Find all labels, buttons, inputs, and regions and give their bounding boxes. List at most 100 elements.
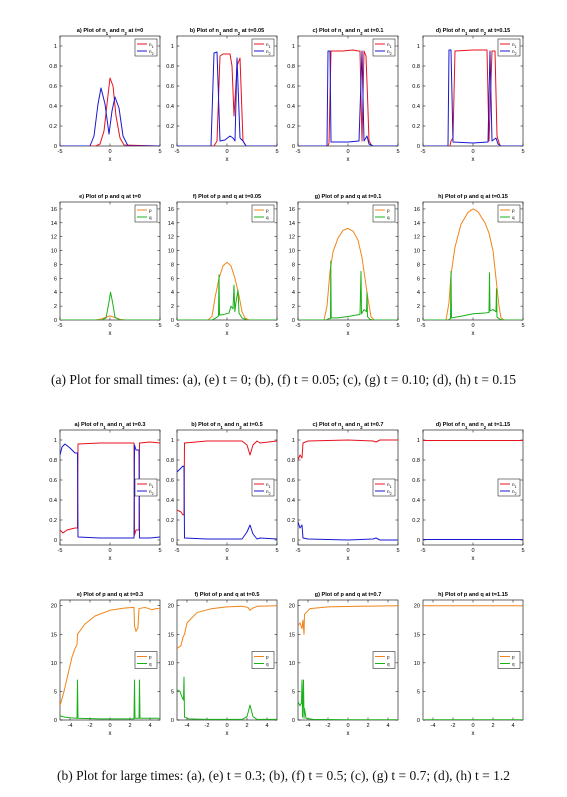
panel-title: a) Plot of n1 and n2 at t=0 — [77, 28, 143, 36]
legend-label-q: q — [512, 215, 515, 220]
y-tick-label: 10 — [414, 661, 420, 667]
y-tick-label: 15 — [289, 632, 295, 638]
y-tick-label: 2 — [54, 304, 57, 310]
legend-label-n1: n1 — [266, 482, 271, 489]
x-tick-label: -5 — [296, 548, 301, 554]
y-tick-label: 0.6 — [287, 478, 295, 484]
y-tick-label: 2 — [417, 304, 420, 310]
y-tick-label: 0 — [54, 718, 57, 724]
y-tick-label: 0 — [171, 718, 174, 724]
legend-label-p: p — [512, 655, 515, 660]
x-tick-label: -5 — [175, 323, 180, 329]
legend: pq — [497, 651, 521, 669]
legend-label-p: p — [266, 208, 269, 213]
x-tick-label: 0 — [471, 723, 474, 729]
x-axis-label: x — [347, 157, 350, 163]
y-tick-label: 0.4 — [287, 498, 295, 504]
panel-title: g) Plot of p and q at t=0.7 — [315, 592, 382, 598]
y-tick-label: 0.8 — [287, 64, 295, 70]
x-tick-label: 0 — [471, 548, 474, 554]
y-tick-label: 0.4 — [49, 498, 57, 504]
x-tick-label: 5 — [275, 149, 278, 155]
panel-title: h) Plot of p and q at t=0.15 — [438, 194, 508, 200]
y-tick-label: 14 — [289, 221, 295, 227]
y-tick-label: 1 — [171, 44, 174, 50]
legend-label-n1: n1 — [512, 482, 517, 489]
x-tick-label: 0 — [225, 723, 228, 729]
legend-label-p: p — [512, 208, 515, 213]
y-tick-label: 0.4 — [412, 104, 420, 110]
legend-label-n1: n1 — [266, 42, 271, 49]
y-tick-label: 6 — [417, 276, 420, 282]
y-tick-label: 0.6 — [49, 478, 57, 484]
x-axis-label: x — [109, 556, 112, 562]
x-tick-label: 0 — [108, 149, 111, 155]
caption-large-times: (b) Plot for large times: (a), (e) t = 0… — [56, 768, 511, 783]
x-tick-label: 5 — [521, 149, 524, 155]
y-tick-label: 0.2 — [412, 518, 420, 524]
x-tick-label: 5 — [396, 149, 399, 155]
series-line-q — [177, 274, 277, 320]
legend-label-n2: n2 — [387, 489, 392, 496]
series-line-n2 — [60, 87, 160, 146]
x-axis-label: x — [226, 731, 229, 737]
x-tick-label: 4 — [265, 723, 268, 729]
y-tick-label: 0 — [417, 538, 420, 544]
x-axis-label: x — [472, 556, 475, 562]
legend-label-q: q — [387, 662, 390, 667]
y-tick-label: 0.2 — [287, 124, 295, 130]
series-line-n1 — [177, 440, 277, 516]
x-axis-label: x — [347, 731, 350, 737]
y-tick-label: 8 — [292, 262, 295, 268]
y-tick-label: 0 — [171, 144, 174, 150]
legend-label-n1: n1 — [387, 42, 392, 49]
y-tick-label: 0.6 — [412, 84, 420, 90]
y-tick-label: 0.6 — [287, 84, 295, 90]
x-tick-label: 0 — [108, 323, 111, 329]
panel-title: d) Plot of n1 and n2 at t=1.15 — [436, 422, 511, 430]
y-tick-label: 0.2 — [49, 518, 57, 524]
chart-panel-b-d: d) Plot of n1 and n2 at t=1.15 0 0.2 0.4 0.6… — [412, 422, 524, 562]
y-tick-label: 10 — [289, 249, 295, 255]
chart-panel-a-f: f) Plot of p and q at t=0.05 0 2 4 6 8 10 12 14 1… — [168, 194, 279, 337]
y-tick-label: 0.8 — [412, 64, 420, 70]
y-tick-label: 0.8 — [49, 458, 57, 464]
chart-panel-a-b: b) Plot of n1 and n2 at t=0.05 0 0.2 0.4 0.6… — [166, 28, 278, 163]
series-line-n1 — [60, 77, 160, 146]
x-tick-label: -5 — [296, 149, 301, 155]
panel-title: g) Plot of p and q at t=0.1 — [315, 194, 382, 200]
legend-label-q: q — [512, 662, 515, 667]
y-tick-label: 6 — [54, 276, 57, 282]
x-axis-label: x — [109, 157, 112, 163]
series-line-q — [298, 260, 398, 320]
y-tick-label: 0.8 — [166, 64, 174, 70]
chart-panel-a-d: d) Plot of n1 and n2 at t=0.15 0 0.2 0.4 0.6… — [412, 28, 524, 163]
legend-label-n2: n2 — [512, 489, 517, 496]
x-axis-label: x — [472, 331, 475, 337]
panel-title: e) Plot of p and q at t=0 — [79, 194, 141, 200]
x-tick-label: 4 — [148, 723, 151, 729]
legend-label-n2: n2 — [387, 49, 392, 56]
chart-panel-b-e: e) Plot of p and q at t=0.3 0 5 10 15 20 -4 -2 0… — [51, 592, 161, 737]
x-axis-label: x — [226, 331, 229, 337]
x-tick-label: 0 — [346, 323, 349, 329]
series-line-q — [298, 679, 398, 720]
x-tick-label: -5 — [58, 548, 63, 554]
x-tick-label: -5 — [421, 548, 426, 554]
y-tick-label: 0.6 — [49, 84, 57, 90]
series-line-q — [423, 270, 523, 320]
series-line-n1 — [298, 49, 398, 146]
series-line-p — [298, 227, 398, 320]
y-tick-label: 1 — [54, 44, 57, 50]
y-tick-label: 0 — [171, 538, 174, 544]
y-tick-label: 0.4 — [166, 104, 174, 110]
y-tick-label: 14 — [168, 221, 174, 227]
y-tick-label: 20 — [168, 604, 174, 610]
legend: pq — [372, 204, 396, 223]
legend-label-q: q — [266, 215, 269, 220]
legend: pq — [134, 204, 158, 223]
y-tick-label: 0 — [171, 318, 174, 324]
y-tick-label: 10 — [168, 661, 174, 667]
